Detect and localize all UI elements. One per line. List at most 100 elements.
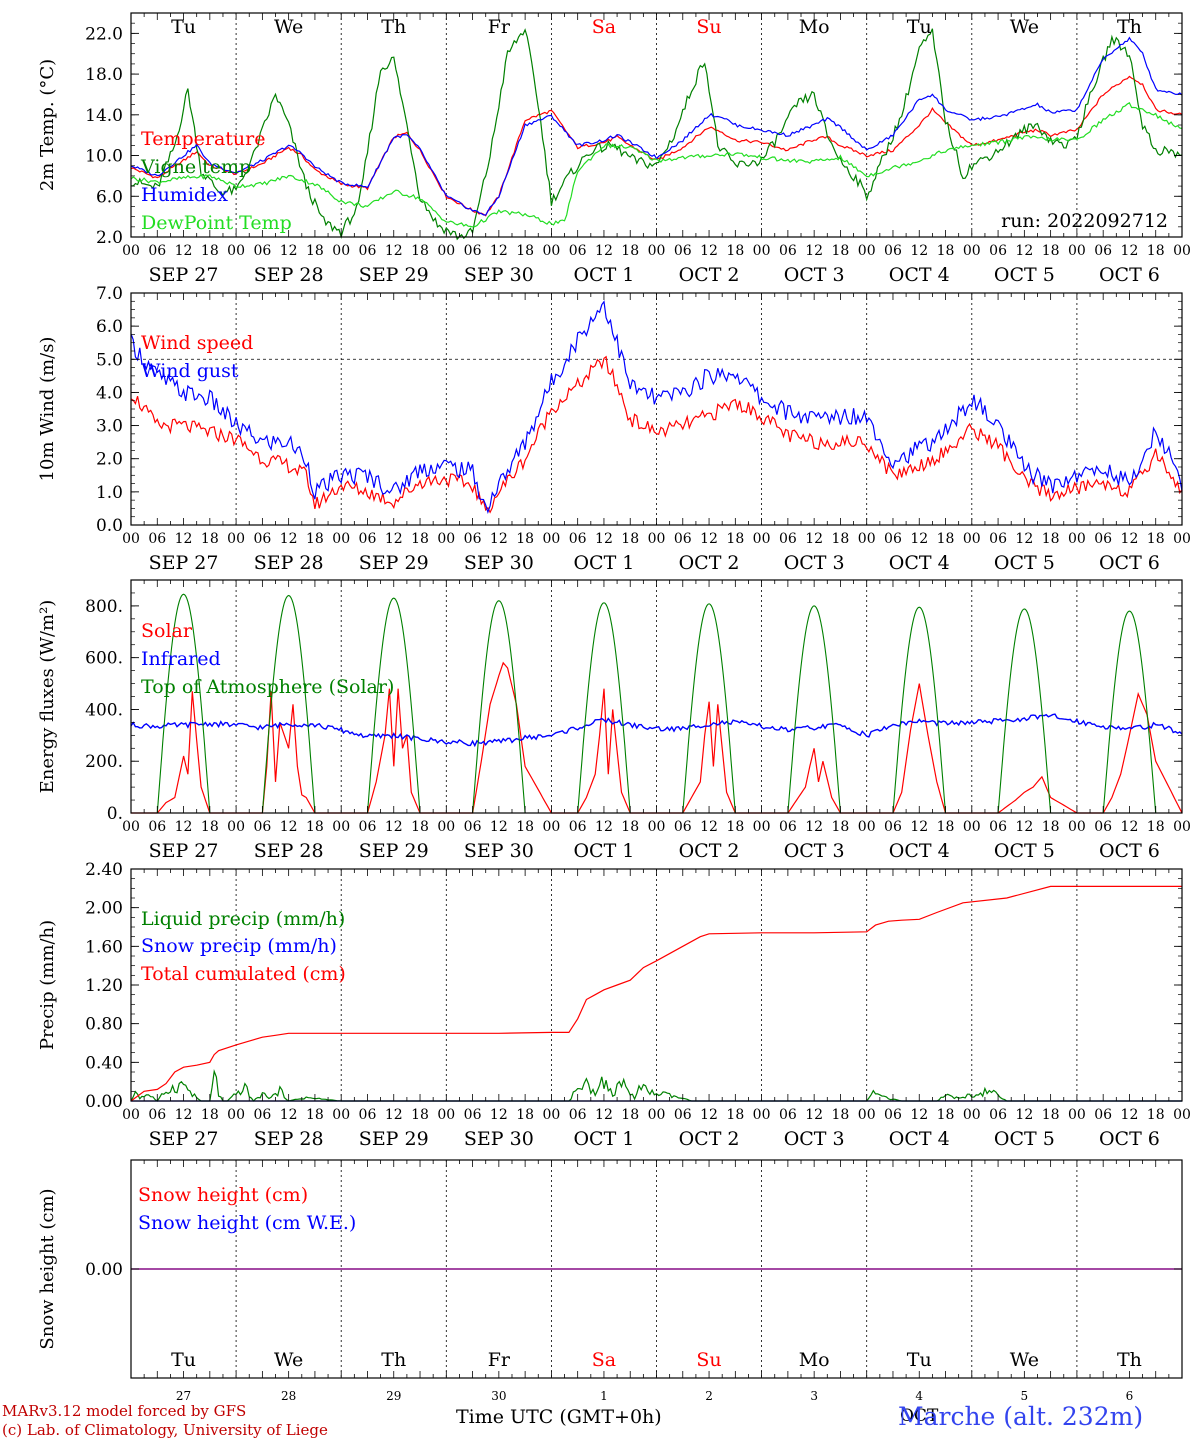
precip-hour-tick-label: 00 [1173,1107,1191,1123]
energy-hour-tick-label: 18 [937,819,955,835]
precip-hour-tick-label: 06 [674,1107,692,1123]
precip-hour-tick-label: 00 [437,1107,455,1123]
temperature-y-axis-label: 2m Temp. (°C) [37,59,58,191]
temperature-hour-tick-label: 18 [1147,243,1165,259]
wind-legend-entry: Wind gust [141,360,239,382]
energy-hour-tick-label: 06 [674,819,692,835]
energy-hour-tick-label: 18 [621,819,639,835]
temperature-hour-tick-label: 06 [569,243,587,259]
temperature-hour-tick-label: 06 [884,243,902,259]
snow-legend-entry: Snow height (cm W.E.) [138,1212,356,1234]
wind-hour-tick-label: 06 [569,531,587,547]
energy-hour-tick-label: 18 [726,819,744,835]
precip-series-total-cumulated-cm [130,885,1182,1102]
energy-hour-tick-label: 12 [385,819,403,835]
precip-hour-tick-label: 18 [832,1107,850,1123]
wind-hour-tick-label: 12 [175,531,193,547]
temperature-hour-tick-label: 00 [963,243,981,259]
energy-hour-tick-label: 12 [700,819,718,835]
precip-hour-tick-label: 12 [1121,1107,1139,1123]
precip-y-tick-label: 1.60 [85,937,123,957]
temperature-weekday-label: Th [381,16,406,38]
energy-date-label: OCT 6 [1099,840,1160,862]
run-label: run: 2022092712 [1001,210,1168,232]
precip-hour-tick-label: 18 [411,1107,429,1123]
temperature-hour-tick-label: 06 [464,243,482,259]
wind-hour-tick-label: 18 [516,531,534,547]
temperature-weekday-label: We [274,16,303,38]
wind-date-label: OCT 4 [889,552,950,574]
snow-day-number-label: 29 [386,1389,401,1403]
temperature-weekday-label: Tu [907,16,932,38]
precip-hour-tick-label: 00 [858,1107,876,1123]
wind-hour-tick-label: 06 [253,531,271,547]
energy-series-top-of-atmosphere-solar [156,593,211,814]
precip-hour-tick-label: 12 [490,1107,508,1123]
energy-y-tick-label: 200. [85,752,123,772]
temperature-hour-tick-label: 12 [910,243,928,259]
precip-hour-tick-label: 18 [1147,1107,1165,1123]
wind-y-tick-label: 5.0 [96,350,123,370]
wind-hour-tick-label: 12 [490,531,508,547]
temperature-hour-tick-label: 18 [1042,243,1060,259]
wind-legend-entry: Wind speed [141,332,253,354]
precip-hour-tick-label: 12 [1015,1107,1033,1123]
temperature-hour-tick-label: 00 [1173,243,1191,259]
energy-hour-tick-label: 18 [201,819,219,835]
energy-hour-tick-label: 06 [464,819,482,835]
temperature-weekday-label: Mo [799,16,830,38]
precip-hour-tick-label: 00 [332,1107,350,1123]
energy-y-tick-label: 600. [85,649,123,669]
snow-weekday-label: We [274,1349,303,1371]
wind-hour-tick-label: 18 [306,531,324,547]
snow-weekday-label: We [1010,1349,1039,1371]
snow-y-tick-label: 0.00 [85,1260,123,1280]
precip-hour-tick-label: 00 [227,1107,245,1123]
energy-hour-tick-label: 00 [963,819,981,835]
wind-date-label: OCT 5 [994,552,1055,574]
wind-hour-tick-label: 12 [700,531,718,547]
energy-hour-tick-label: 00 [858,819,876,835]
temperature-hour-tick-label: 00 [542,243,560,259]
temperature-date-label: OCT 1 [573,264,634,286]
temperature-hour-tick-label: 18 [621,243,639,259]
temperature-legend-entry: Temperature [141,128,265,150]
wind-hour-tick-label: 12 [1121,531,1139,547]
energy-hour-tick-label: 12 [175,819,193,835]
wind-hour-tick-label: 18 [201,531,219,547]
wind-hour-tick-label: 00 [1173,531,1191,547]
precip-hour-tick-label: 00 [648,1107,666,1123]
precip-date-label: OCT 6 [1099,1128,1160,1150]
temperature-date-label: OCT 3 [784,264,845,286]
temperature-hour-tick-label: 12 [805,243,823,259]
energy-hour-tick-label: 00 [1173,819,1191,835]
energy-hour-tick-label: 12 [910,819,928,835]
temperature-hour-tick-label: 18 [516,243,534,259]
temperature-hour-tick-label: 00 [332,243,350,259]
precip-y-tick-label: 0.40 [85,1053,123,1073]
wind-date-label: OCT 2 [679,552,740,574]
wind-hour-tick-label: 06 [464,531,482,547]
wind-hour-tick-label: 18 [832,531,850,547]
wind-date-label: OCT 3 [784,552,845,574]
temperature-hour-tick-label: 12 [280,243,298,259]
precip-date-label: SEP 30 [464,1128,534,1150]
precip-hour-tick-label: 18 [516,1107,534,1123]
energy-date-label: SEP 28 [254,840,324,862]
wind-hour-tick-label: 00 [437,531,455,547]
temperature-weekday-label: Sa [592,16,616,38]
temperature-date-label: OCT 2 [679,264,740,286]
wind-y-tick-label: 6.0 [96,317,123,337]
wind-hour-tick-label: 00 [963,531,981,547]
wind-hour-tick-label: 18 [1042,531,1060,547]
precip-hour-tick-label: 06 [569,1107,587,1123]
precip-hour-tick-label: 12 [595,1107,613,1123]
temperature-hour-tick-label: 06 [1094,243,1112,259]
energy-legend-entry: Top of Atmosphere (Solar) [141,676,394,698]
temperature-hour-tick-label: 06 [779,243,797,259]
energy-y-tick-label: 0. [107,804,123,824]
wind-hour-tick-label: 12 [910,531,928,547]
temperature-hour-tick-label: 18 [201,243,219,259]
energy-hour-tick-label: 18 [516,819,534,835]
temperature-date-label: OCT 4 [889,264,950,286]
